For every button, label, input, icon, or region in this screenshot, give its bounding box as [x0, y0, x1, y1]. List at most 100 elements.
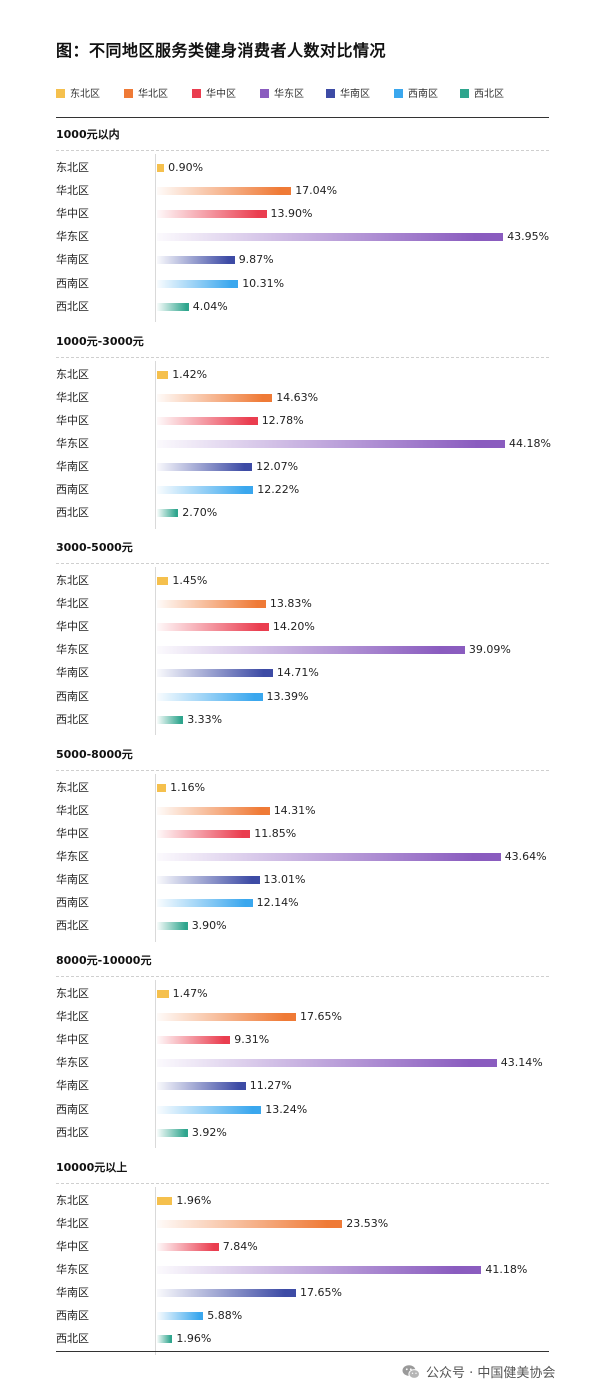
value-label: 0.90% — [168, 161, 204, 174]
category-label: 华中区 — [56, 826, 89, 840]
category-label: 西北区 — [56, 919, 89, 933]
category-axis — [155, 980, 156, 1148]
legend-label: 东北区 — [70, 89, 100, 100]
group-title: 5000-8000元 — [56, 747, 133, 761]
group-divider — [56, 1182, 549, 1184]
bar — [157, 1013, 296, 1022]
value-label: 9.31% — [234, 1033, 270, 1047]
value-label: 1.47% — [172, 987, 208, 1000]
legend-label: 西北区 — [474, 89, 504, 100]
bar — [157, 715, 184, 724]
bar — [157, 439, 505, 448]
value-label: 14.20% — [272, 620, 315, 634]
group-title: 3000-5000元 — [56, 541, 133, 554]
legend-swatch — [192, 89, 201, 98]
value-label: 11.27% — [249, 1079, 292, 1093]
bar — [157, 829, 251, 838]
category-label: 华东区 — [56, 1262, 89, 1276]
value-label: 43.64% — [504, 849, 547, 863]
value-label: 13.90% — [270, 207, 313, 221]
bar — [157, 1082, 246, 1091]
legend-item: 西南区 — [394, 88, 438, 102]
value-label: 12.14% — [256, 896, 299, 909]
legend-item: 华东区 — [260, 88, 304, 102]
value-label: 9.87% — [238, 253, 274, 267]
bar — [157, 279, 239, 288]
legend-swatch — [124, 89, 133, 98]
category-label: 东北区 — [56, 574, 89, 587]
group-divider — [56, 150, 549, 151]
bar — [157, 783, 167, 792]
value-label: 10.31% — [242, 276, 285, 290]
legend-item: 华中区 — [192, 88, 236, 102]
wechat-icon — [402, 1364, 420, 1384]
bar — [157, 1335, 173, 1344]
bar — [157, 806, 270, 815]
legend-item: 华北区 — [124, 88, 168, 102]
category-label: 华中区 — [56, 207, 89, 221]
category-label: 西南区 — [56, 689, 89, 703]
bar — [157, 486, 254, 494]
value-label: 5.88% — [207, 1309, 243, 1322]
category-label: 西南区 — [56, 1102, 89, 1116]
category-label: 东北区 — [56, 367, 89, 381]
legend-item: 华南区 — [326, 88, 370, 102]
legend-item: 东北区 — [56, 88, 100, 102]
value-label: 1.96% — [176, 1193, 212, 1207]
value-label: 2.70% — [182, 506, 218, 520]
value-label: 13.24% — [265, 1102, 308, 1116]
category-label: 华北区 — [56, 1216, 89, 1230]
category-label: 华东区 — [56, 849, 89, 863]
bar — [157, 600, 266, 609]
value-label: 1.45% — [172, 574, 208, 587]
value-label: 12.22% — [257, 483, 300, 496]
category-label: 华南区 — [56, 872, 89, 886]
group-title: 1000元-3000元 — [56, 334, 144, 348]
bar — [157, 1036, 231, 1045]
category-label: 西南区 — [56, 1309, 89, 1322]
value-label: 17.65% — [300, 1010, 342, 1024]
value-label: 39.09% — [468, 643, 511, 657]
category-label: 西北区 — [56, 712, 89, 726]
category-label: 华中区 — [56, 1239, 89, 1253]
value-label: 17.65% — [300, 1285, 342, 1299]
category-label: 华中区 — [56, 413, 89, 427]
bar — [157, 416, 258, 425]
bar — [157, 852, 501, 861]
bar — [157, 210, 267, 219]
bar — [157, 1059, 497, 1068]
bar — [157, 462, 253, 471]
value-label: 12.07% — [256, 459, 299, 473]
bar — [157, 256, 235, 265]
value-label: 4.04% — [192, 299, 228, 313]
legend-swatch — [394, 89, 403, 98]
value-label: 14.71% — [276, 666, 319, 680]
bar — [157, 1196, 173, 1205]
value-label: 13.39% — [266, 689, 309, 703]
group-title: 8000元-10000元 — [56, 954, 152, 967]
bar — [157, 233, 504, 242]
bar — [157, 302, 189, 311]
bar — [157, 509, 179, 518]
value-label: 1.96% — [176, 1332, 212, 1346]
legend-label: 华中区 — [206, 89, 236, 100]
value-label: 43.95% — [507, 230, 550, 244]
value-label: 41.18% — [485, 1262, 528, 1276]
category-label: 华南区 — [56, 253, 89, 267]
group-divider — [56, 563, 549, 564]
category-label: 华南区 — [56, 1079, 89, 1093]
bar — [157, 875, 260, 884]
category-label: 华南区 — [56, 666, 89, 680]
category-label: 西南区 — [56, 483, 89, 496]
legend-swatch — [56, 89, 65, 98]
value-label: 13.01% — [263, 872, 306, 886]
category-label: 东北区 — [56, 1193, 89, 1207]
legend-item: 西北区 — [460, 88, 504, 102]
category-label: 华北区 — [56, 1010, 89, 1024]
value-label: 1.42% — [172, 367, 208, 381]
bar — [157, 922, 188, 931]
category-label: 华中区 — [56, 1033, 89, 1047]
value-label: 17.04% — [295, 184, 338, 198]
category-label: 华中区 — [56, 620, 89, 634]
category-label: 东北区 — [56, 161, 89, 174]
